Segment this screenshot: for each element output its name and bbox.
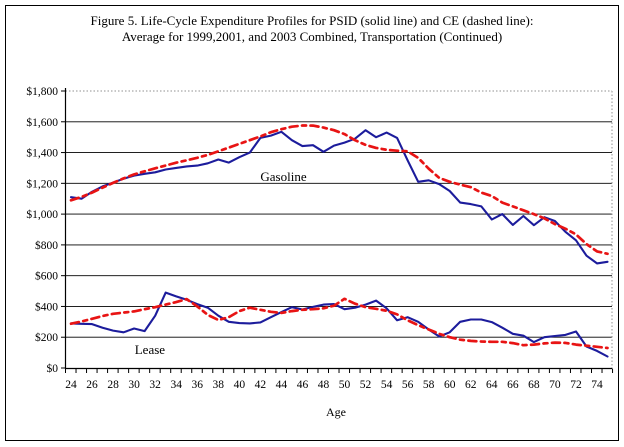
figure-border — [5, 5, 619, 441]
x-tick-label: 74 — [591, 379, 603, 391]
y-tick-label: $1,400 — [26, 147, 58, 160]
age-axis-label: Age — [326, 405, 346, 419]
x-tick-label: 26 — [86, 379, 98, 391]
x-tick-label: 28 — [107, 379, 119, 391]
y-tick-label: $200 — [35, 331, 58, 344]
x-tick-label: 38 — [213, 379, 225, 391]
ce-gasoline-dashed-line — [69, 124, 609, 256]
x-tick-label: 70 — [549, 379, 561, 391]
y-tick-label: $800 — [35, 239, 58, 252]
x-tick-label: 68 — [528, 379, 540, 391]
x-tick-label: 32 — [149, 379, 161, 391]
annotation-lease: Lease — [135, 342, 166, 357]
x-tick-label: 62 — [465, 379, 477, 391]
x-tick-label: 48 — [318, 379, 330, 391]
y-tick-label: $1,800 — [26, 85, 58, 98]
x-tick-label: 64 — [486, 379, 498, 391]
annotation-gasoline: Gasoline — [260, 169, 306, 184]
psid-gasoline-solid-line — [69, 129, 609, 265]
x-tick-label: 72 — [570, 379, 582, 391]
x-tick-label: 50 — [339, 379, 351, 391]
y-tick-label: $0 — [47, 362, 59, 375]
y-tick-label: $400 — [35, 300, 58, 313]
x-tick-label: 54 — [381, 379, 393, 391]
x-tick-label: 44 — [276, 379, 288, 391]
y-tick-label: $1,000 — [26, 208, 58, 221]
x-tick-label: 60 — [444, 379, 456, 391]
x-tick-label: 24 — [65, 379, 77, 391]
x-tick-label: 58 — [423, 379, 435, 391]
y-tick-label: $1,200 — [26, 177, 58, 190]
ce-lease-dashed-line — [69, 297, 609, 350]
x-tick-label: 66 — [507, 379, 519, 391]
x-tick-label: 30 — [128, 379, 140, 391]
x-tick-label: 36 — [191, 379, 203, 391]
x-tick-label: 52 — [360, 379, 372, 391]
figure-title: Figure 5. Life-Cycle Expenditure Profile… — [0, 13, 624, 45]
figure-title-line2: Average for 1999,2001, and 2003 Combined… — [121, 29, 503, 44]
x-tick-label: 34 — [170, 379, 182, 391]
y-tick-label: $1,600 — [26, 116, 58, 129]
x-tick-label: 42 — [255, 379, 267, 391]
x-tick-label: 40 — [234, 379, 246, 391]
x-tick-label: 56 — [402, 379, 414, 391]
psid-lease-solid-line — [69, 291, 609, 358]
figure-title-line1: Figure 5. Life-Cycle Expenditure Profile… — [90, 13, 534, 28]
y-tick-label: $600 — [35, 270, 58, 283]
x-tick-label: 46 — [297, 379, 309, 391]
